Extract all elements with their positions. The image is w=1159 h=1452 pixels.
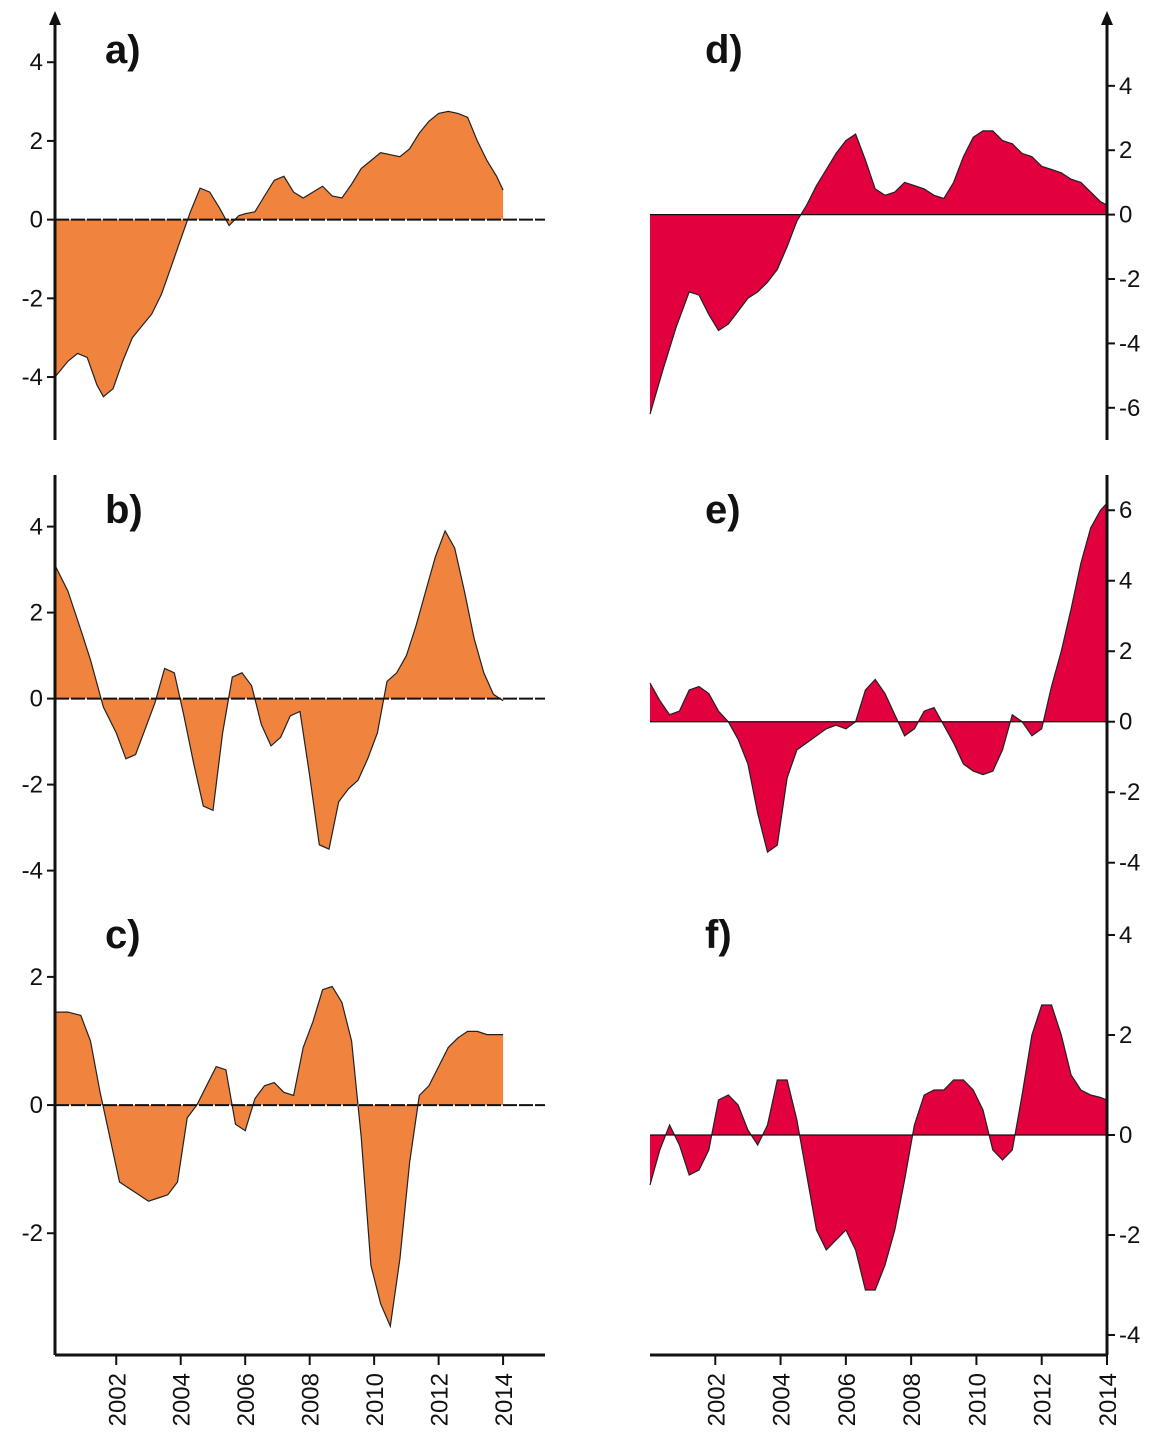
x-tick-label-f: 2006: [834, 1373, 861, 1426]
y-tick-label-e: 2: [1119, 638, 1132, 665]
area-fill-c: [55, 986, 504, 1327]
area-fill-a: [55, 111, 504, 397]
area-fill-e: [650, 503, 1107, 853]
y-tick-label-a: -4: [22, 364, 43, 391]
x-tick-label-c: 2012: [427, 1373, 454, 1426]
y-tick-label-a: -2: [22, 285, 43, 312]
panel-label-b: b): [105, 488, 143, 532]
y-tick-label-d: -2: [1119, 266, 1140, 293]
panel-b: -4 -2 0 2 4 b): [22, 475, 545, 905]
y-tick-label-d: -4: [1119, 330, 1140, 357]
panel-d: -6 -4 -2 0 2 4 d): [649, 11, 1140, 440]
y-axis-arrow-a: [49, 11, 61, 25]
series-line-b: [54, 529, 504, 850]
y-tick-label-d: -6: [1119, 395, 1140, 422]
panel-label-c: c): [105, 913, 141, 957]
y-tick-label-e: -2: [1119, 779, 1140, 806]
area-fill-b: [55, 530, 504, 850]
x-tick-label-f: 2014: [1095, 1373, 1122, 1426]
x-tick-label-c: 2014: [491, 1373, 518, 1426]
x-tick-label-c: 2010: [362, 1373, 389, 1426]
series-line-f: [649, 1004, 1108, 1291]
y-tick-label-b: 4: [30, 514, 43, 541]
y-tick-label-b: -2: [22, 772, 43, 799]
y-tick-label-f: 0: [1119, 1122, 1132, 1149]
series-line-a: [54, 110, 504, 398]
y-tick-label-c: -2: [22, 1220, 43, 1247]
panel-label-a: a): [105, 28, 141, 72]
y-tick-label-d: 2: [1119, 137, 1132, 164]
panel-f: -4 -2 0 2 4 f) 2002 2004 2006 2008 2010 2012 2014: [649, 900, 1140, 1426]
x-tick-label-c: 2004: [169, 1373, 196, 1426]
y-tick-label-e: -4: [1119, 850, 1140, 877]
panel-label-e: e): [705, 488, 741, 532]
x-tick-label-f: 2002: [703, 1373, 730, 1426]
y-tick-label-f: -2: [1119, 1222, 1140, 1249]
y-axis-arrow-d: [1101, 11, 1113, 25]
y-tick-label-e: 0: [1119, 709, 1132, 736]
y-tick-label-e: 6: [1119, 497, 1132, 524]
y-tick-label-f: 2: [1119, 1022, 1132, 1049]
x-tick-label-f: 2008: [899, 1373, 926, 1426]
y-tick-label-a: 0: [30, 207, 43, 234]
panel-a: -4 -2 0 2 4 a): [22, 11, 545, 440]
y-tick-label-c: 2: [30, 964, 43, 991]
y-tick-label-d: 0: [1119, 202, 1132, 229]
y-tick-label-f: 4: [1119, 922, 1132, 949]
panel-label-d: d): [705, 28, 743, 72]
y-tick-label-a: 2: [30, 128, 43, 155]
y-tick-label-f: -4: [1119, 1322, 1140, 1349]
series-line-d: [649, 130, 1108, 415]
area-fill-f: [650, 1005, 1107, 1290]
y-tick-label-b: 2: [30, 600, 43, 627]
area-fill-d: [650, 130, 1107, 415]
y-tick-label-b: -4: [22, 858, 43, 885]
panel-c: -2 0 2 c) 2002 2004 2006 2008 2010 2012 2014: [22, 900, 545, 1426]
x-tick-label-f: 2010: [964, 1373, 991, 1426]
x-tick-label-c: 2006: [233, 1373, 260, 1426]
series-line-e: [649, 502, 1108, 854]
x-tick-label-c: 2008: [298, 1373, 325, 1426]
x-tick-label-c: 2002: [104, 1373, 131, 1426]
y-tick-label-e: 4: [1119, 568, 1132, 595]
y-tick-label-a: 4: [30, 49, 43, 76]
y-tick-label-d: 4: [1119, 73, 1132, 100]
series-line-c: [55, 985, 504, 1329]
panel-label-f: f): [705, 913, 732, 957]
y-tick-label-b: 0: [30, 686, 43, 713]
x-tick-label-f: 2012: [1030, 1373, 1057, 1426]
y-tick-label-c: 0: [30, 1092, 43, 1119]
panel-e: -4 -2 0 2 4 6 e): [649, 475, 1140, 905]
x-tick-label-f: 2004: [769, 1373, 796, 1426]
